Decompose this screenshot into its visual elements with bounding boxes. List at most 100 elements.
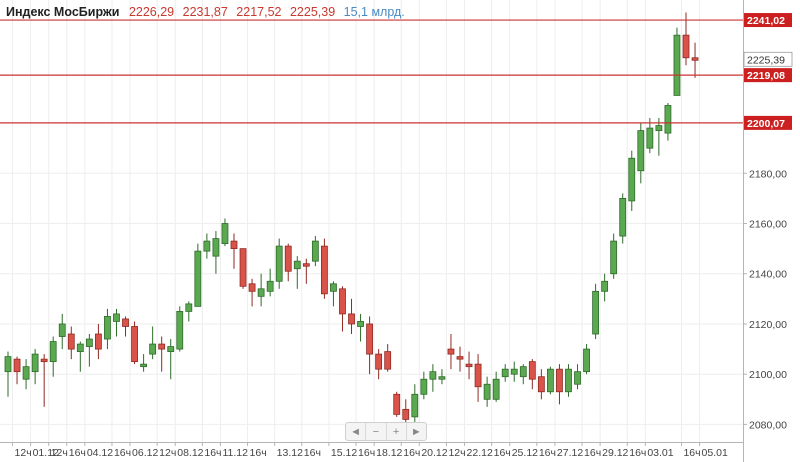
x-tick-label: 16ч — [204, 447, 221, 459]
candle — [528, 359, 536, 390]
candle-body — [149, 343, 157, 355]
candle — [565, 364, 572, 397]
candle-body — [429, 371, 437, 380]
x-tick-label: 16ч — [584, 447, 601, 459]
candle — [393, 391, 401, 417]
candle — [339, 286, 346, 332]
candle — [31, 349, 39, 385]
zoom-out-button[interactable]: − — [366, 423, 387, 440]
y-tick-label: 2120,00 — [749, 319, 787, 331]
candle-body — [384, 351, 392, 370]
current-price-label: 2225,39 — [747, 54, 785, 66]
candle-body — [438, 376, 446, 380]
candle — [248, 278, 256, 307]
candle-body — [167, 346, 175, 352]
candle — [122, 316, 129, 337]
candle — [320, 238, 328, 299]
candle-body — [104, 316, 111, 340]
candle — [655, 118, 663, 156]
candle-body — [664, 105, 672, 134]
candle-body — [212, 238, 220, 257]
candle-body — [293, 260, 301, 270]
zoom-controls: ◄ − + ► — [345, 422, 427, 441]
scroll-right-button[interactable]: ► — [410, 425, 422, 438]
candle-body — [628, 157, 636, 202]
candle-body — [122, 318, 129, 327]
candle-body — [447, 348, 455, 355]
candle-body — [673, 34, 681, 96]
x-tick-label: 20.12 — [421, 447, 447, 459]
x-tick-label: 05.01 — [702, 447, 728, 459]
x-tick-label: 16ч — [629, 447, 646, 459]
zoom-in-button[interactable]: + — [387, 423, 407, 440]
candle-body — [239, 248, 247, 287]
candle-body — [95, 333, 102, 350]
candle — [257, 273, 265, 307]
x-tick-label: 03.01 — [647, 447, 673, 459]
candle-body — [4, 356, 12, 373]
scroll-left-button[interactable]: ◄ — [346, 423, 367, 440]
candle — [311, 236, 319, 267]
candle — [519, 364, 527, 385]
current-price-box — [743, 51, 793, 67]
candle-body — [140, 363, 148, 368]
x-tick-label: 16ч — [250, 447, 267, 459]
candle-body — [483, 383, 491, 400]
candle — [140, 354, 148, 372]
candle — [456, 346, 464, 372]
candle — [266, 268, 274, 297]
candle — [619, 193, 627, 244]
candle-body — [257, 288, 265, 297]
candle-body — [420, 378, 428, 395]
x-tick-label: 12ч — [15, 447, 32, 459]
candle-body — [556, 368, 563, 393]
level-labels: 2241,02 2219,08 2200,07 — [744, 13, 792, 130]
candle — [330, 281, 337, 307]
candle-body — [248, 283, 256, 292]
high-value: 2231,87 — [182, 5, 228, 19]
volume-value: 15,1 млрд. — [343, 5, 405, 19]
x-tick-label: 16ч — [304, 447, 321, 459]
candle-body — [592, 290, 599, 335]
candle-body — [131, 326, 138, 363]
x-tick-label: 16ч — [683, 447, 700, 459]
candle — [167, 339, 175, 380]
x-tick-label: 16ч — [539, 447, 556, 459]
x-tick-label: 12ч — [159, 447, 176, 459]
candle — [357, 313, 364, 342]
x-tick-label: 15.12 — [331, 447, 357, 459]
candle — [194, 243, 202, 307]
x-tick-label: 01.12 — [33, 447, 59, 459]
candle — [610, 233, 618, 279]
candle — [113, 308, 120, 337]
candles — [4, 12, 699, 425]
candle — [49, 336, 57, 377]
candle — [95, 323, 102, 360]
candle-body — [682, 34, 690, 59]
candle — [348, 298, 355, 335]
low-value: 2217,52 — [236, 5, 282, 19]
y-tick-label: 2100,00 — [749, 369, 787, 381]
candle-body — [501, 368, 509, 378]
candle-body — [31, 353, 39, 373]
candle-body — [113, 313, 120, 322]
candle-body — [510, 368, 518, 375]
candle — [664, 102, 672, 141]
candle — [375, 349, 383, 380]
candle-body — [284, 245, 292, 272]
candle — [293, 256, 301, 289]
candle — [429, 364, 437, 392]
x-tick-label: 18.12 — [376, 447, 402, 459]
x-tick-label: 16ч — [69, 447, 86, 459]
level-label: 2219,08 — [747, 70, 785, 82]
candle-body — [474, 363, 482, 388]
candle — [592, 283, 599, 340]
y-tick-labels: 2080,00 2100,00 2120,00 2140,00 2160,00 2180,… — [743, 168, 787, 431]
candle — [22, 359, 30, 390]
candle-body — [49, 341, 57, 363]
candle — [510, 361, 518, 382]
candle — [492, 371, 500, 402]
x-tick-label: 16ч — [403, 447, 420, 459]
x-tick-label: 06.12 — [132, 447, 158, 459]
